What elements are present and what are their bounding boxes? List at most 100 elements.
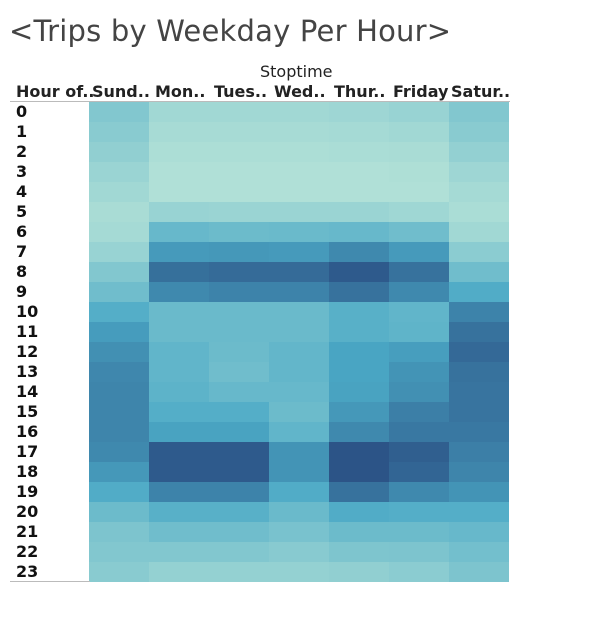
- heatmap-cell[interactable]: [449, 182, 509, 202]
- heatmap-cell[interactable]: [209, 442, 269, 462]
- heatmap-cell[interactable]: [389, 342, 449, 362]
- heatmap-cell[interactable]: [449, 282, 509, 302]
- heatmap-cell[interactable]: [329, 422, 389, 442]
- heatmap-cell[interactable]: [389, 462, 449, 482]
- heatmap-cell[interactable]: [269, 482, 329, 502]
- heatmap-cell[interactable]: [449, 422, 509, 442]
- heatmap-cell[interactable]: [209, 102, 269, 122]
- heatmap-cell[interactable]: [389, 402, 449, 422]
- heatmap-cell[interactable]: [389, 322, 449, 342]
- heatmap-cell[interactable]: [389, 282, 449, 302]
- heatmap-cell[interactable]: [329, 322, 389, 342]
- heatmap-cell[interactable]: [149, 342, 209, 362]
- heatmap-cell[interactable]: [449, 382, 509, 402]
- heatmap-cell[interactable]: [89, 482, 149, 502]
- heatmap-cell[interactable]: [449, 122, 509, 142]
- heatmap-cell[interactable]: [209, 182, 269, 202]
- heatmap-cell[interactable]: [89, 162, 149, 182]
- heatmap-cell[interactable]: [269, 182, 329, 202]
- heatmap-cell[interactable]: [89, 502, 149, 522]
- heatmap-cell[interactable]: [329, 402, 389, 422]
- heatmap-cell[interactable]: [209, 202, 269, 222]
- heatmap-cell[interactable]: [389, 382, 449, 402]
- heatmap-cell[interactable]: [449, 402, 509, 422]
- heatmap-cell[interactable]: [449, 322, 509, 342]
- heatmap-cell[interactable]: [449, 562, 509, 582]
- heatmap-cell[interactable]: [149, 502, 209, 522]
- heatmap-cell[interactable]: [329, 182, 389, 202]
- heatmap-cell[interactable]: [269, 142, 329, 162]
- heatmap-cell[interactable]: [269, 102, 329, 122]
- heatmap-cell[interactable]: [329, 482, 389, 502]
- heatmap-cell[interactable]: [209, 302, 269, 322]
- heatmap-cell[interactable]: [449, 502, 509, 522]
- heatmap-cell[interactable]: [329, 362, 389, 382]
- heatmap-cell[interactable]: [329, 442, 389, 462]
- heatmap-cell[interactable]: [89, 282, 149, 302]
- heatmap-cell[interactable]: [269, 462, 329, 482]
- heatmap-cell[interactable]: [389, 202, 449, 222]
- heatmap-cell[interactable]: [329, 262, 389, 282]
- heatmap-cell[interactable]: [389, 502, 449, 522]
- heatmap-cell[interactable]: [89, 242, 149, 262]
- heatmap-cell[interactable]: [269, 122, 329, 142]
- heatmap-cell[interactable]: [449, 342, 509, 362]
- heatmap-cell[interactable]: [329, 462, 389, 482]
- heatmap-cell[interactable]: [389, 302, 449, 322]
- heatmap-cell[interactable]: [209, 462, 269, 482]
- heatmap-cell[interactable]: [449, 142, 509, 162]
- heatmap-cell[interactable]: [209, 242, 269, 262]
- heatmap-cell[interactable]: [89, 142, 149, 162]
- heatmap-cell[interactable]: [449, 522, 509, 542]
- heatmap-cell[interactable]: [329, 282, 389, 302]
- heatmap-cell[interactable]: [329, 562, 389, 582]
- heatmap-cell[interactable]: [89, 222, 149, 242]
- heatmap-cell[interactable]: [269, 382, 329, 402]
- heatmap-cell[interactable]: [89, 522, 149, 542]
- heatmap-cell[interactable]: [209, 262, 269, 282]
- heatmap-cell[interactable]: [389, 222, 449, 242]
- heatmap-cell[interactable]: [389, 362, 449, 382]
- heatmap-cell[interactable]: [389, 442, 449, 462]
- heatmap-cell[interactable]: [449, 442, 509, 462]
- heatmap-cell[interactable]: [269, 402, 329, 422]
- heatmap-cell[interactable]: [209, 322, 269, 342]
- heatmap-cell[interactable]: [329, 302, 389, 322]
- heatmap-cell[interactable]: [149, 282, 209, 302]
- heatmap-cell[interactable]: [209, 342, 269, 362]
- heatmap-cell[interactable]: [149, 382, 209, 402]
- heatmap-cell[interactable]: [389, 262, 449, 282]
- heatmap-cell[interactable]: [329, 382, 389, 402]
- heatmap-cell[interactable]: [89, 262, 149, 282]
- heatmap-cell[interactable]: [389, 182, 449, 202]
- heatmap-cell[interactable]: [389, 102, 449, 122]
- heatmap-cell[interactable]: [269, 442, 329, 462]
- heatmap-cell[interactable]: [269, 362, 329, 382]
- heatmap-cell[interactable]: [149, 562, 209, 582]
- heatmap-cell[interactable]: [209, 402, 269, 422]
- heatmap-cell[interactable]: [209, 282, 269, 302]
- heatmap-cell[interactable]: [209, 142, 269, 162]
- heatmap-cell[interactable]: [269, 262, 329, 282]
- heatmap-cell[interactable]: [329, 122, 389, 142]
- heatmap-cell[interactable]: [209, 382, 269, 402]
- heatmap-cell[interactable]: [449, 162, 509, 182]
- heatmap-cell[interactable]: [269, 422, 329, 442]
- heatmap-cell[interactable]: [89, 542, 149, 562]
- heatmap-cell[interactable]: [209, 502, 269, 522]
- heatmap-cell[interactable]: [449, 222, 509, 242]
- heatmap-cell[interactable]: [149, 542, 209, 562]
- heatmap-cell[interactable]: [269, 302, 329, 322]
- heatmap-cell[interactable]: [209, 422, 269, 442]
- heatmap-cell[interactable]: [269, 202, 329, 222]
- heatmap-cell[interactable]: [269, 242, 329, 262]
- heatmap-cell[interactable]: [449, 362, 509, 382]
- heatmap-cell[interactable]: [89, 402, 149, 422]
- heatmap-cell[interactable]: [89, 122, 149, 142]
- heatmap-cell[interactable]: [329, 342, 389, 362]
- heatmap-cell[interactable]: [209, 542, 269, 562]
- heatmap-cell[interactable]: [149, 202, 209, 222]
- heatmap-cell[interactable]: [329, 142, 389, 162]
- heatmap-cell[interactable]: [149, 402, 209, 422]
- heatmap-cell[interactable]: [89, 362, 149, 382]
